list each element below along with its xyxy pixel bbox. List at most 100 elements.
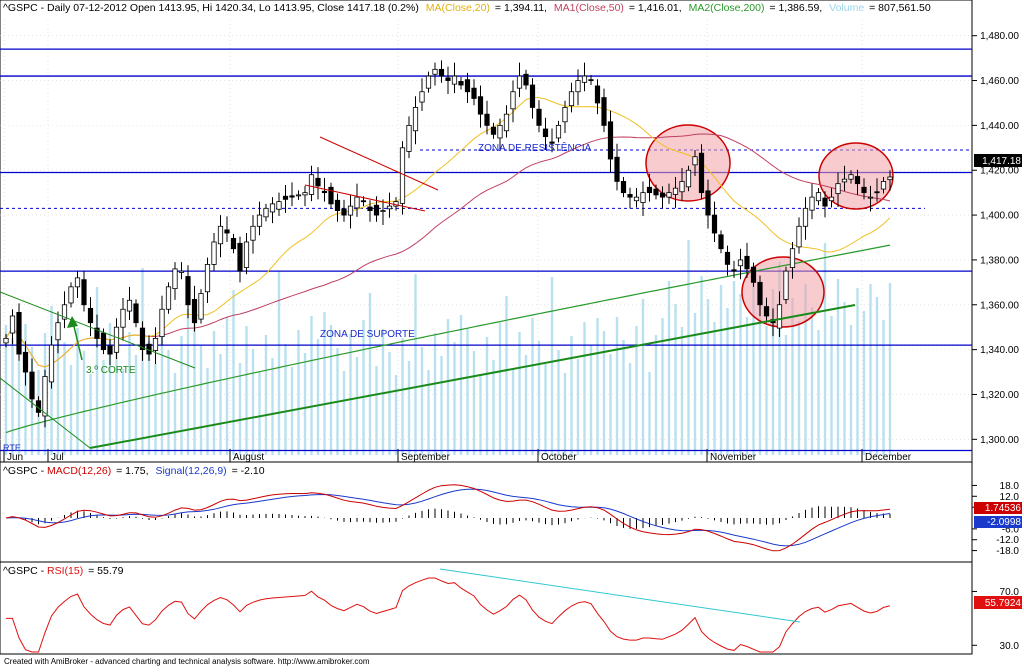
candle-body — [126, 299, 133, 312]
candle-body — [796, 225, 802, 248]
volume-bar — [427, 370, 430, 455]
candle-body — [880, 181, 887, 190]
price-scale-label: 1,360.00 — [980, 300, 1019, 311]
signal-tag-text: -2.0998 — [987, 517, 1021, 528]
candle-body — [321, 190, 328, 194]
resistance-zone-label: ZONA DE RESISTÊNCIA — [478, 141, 592, 154]
candle-body — [152, 338, 159, 351]
rsi-value: = 55.79 — [88, 565, 123, 577]
volume-bar — [420, 347, 424, 455]
volume-bar — [706, 299, 710, 455]
signal-tag — [974, 516, 1022, 528]
macd-label: MACD(12,26) — [47, 465, 111, 477]
volume-bar — [576, 359, 580, 455]
volume-bar — [414, 274, 417, 455]
rsi-scale-label: 70.0 — [1000, 587, 1020, 598]
month-label: December — [865, 452, 912, 463]
candle-body — [74, 277, 81, 288]
volume-bar — [537, 341, 541, 455]
ma50-line — [5, 133, 891, 368]
volume-bar — [258, 372, 261, 455]
candle-body — [217, 225, 224, 245]
macd-tag-text: 1.74536 — [985, 503, 1022, 514]
volume-bar — [661, 318, 664, 455]
volume-bar — [648, 372, 651, 455]
volume-bar — [466, 328, 469, 455]
candle-body — [841, 178, 848, 183]
candle-body — [503, 113, 510, 132]
candle-body — [42, 376, 48, 417]
candle-body — [399, 147, 406, 204]
candle-body — [477, 96, 484, 115]
candle-body — [497, 124, 503, 139]
volume-bar — [680, 327, 684, 455]
candle-body — [243, 241, 250, 268]
candle-body — [302, 192, 308, 196]
volume-bar — [563, 373, 567, 455]
volume-bar — [323, 312, 326, 455]
macd-scale-label: -12.0 — [996, 535, 1019, 546]
rsi-tag — [974, 596, 1022, 609]
rsi-header-symbol: ^GSPC - — [3, 565, 47, 577]
candle-body — [542, 128, 549, 137]
volume-bar — [518, 332, 521, 455]
volume-bar — [583, 322, 586, 455]
candle-body — [627, 194, 633, 198]
candle-body — [22, 351, 29, 373]
price-scale-label: 1,320.00 — [980, 390, 1019, 401]
candle-body — [594, 85, 601, 104]
ma20-label: MA(Close,20) — [426, 2, 490, 14]
macd-scale-label: 18.0 — [1000, 481, 1020, 492]
volume-bar — [849, 325, 853, 455]
ma200-label: MA2(Close,200) — [689, 2, 765, 14]
svg-text:^GSPC - MACD(12,26): ^GSPC - MACD(12,26) = 1.75, Signal(12,26… — [3, 465, 265, 477]
volume-bar — [778, 262, 781, 455]
candle-body — [432, 68, 438, 75]
volume-bar — [589, 345, 593, 455]
candle-body — [750, 266, 757, 283]
volume-bar — [394, 375, 398, 455]
volume-bar — [823, 243, 827, 455]
volume-bar — [349, 334, 352, 455]
candle-body — [230, 237, 237, 250]
macd-scale-label: -18.0 — [996, 546, 1019, 557]
candle-body — [276, 201, 282, 210]
candle-body — [620, 181, 627, 194]
volume-bar — [856, 288, 859, 455]
candle-body — [185, 276, 191, 306]
candle-body — [835, 183, 841, 194]
volume-bar — [102, 360, 105, 455]
candle-body — [256, 214, 263, 227]
volume-bar — [830, 316, 833, 455]
volume-bar — [498, 323, 502, 455]
candle-body — [282, 195, 289, 200]
volume-bar — [609, 354, 612, 455]
volume-bar — [238, 363, 242, 455]
candle-body — [744, 255, 750, 270]
volume-bar — [206, 368, 209, 455]
signal-label: Signal(12,26,9) — [155, 465, 226, 477]
macd-panel — [0, 461, 973, 563]
candle-body — [601, 97, 607, 126]
candle-body — [698, 152, 705, 194]
candle-body — [458, 81, 464, 86]
candle-body — [672, 187, 679, 195]
month-label: September — [401, 452, 451, 463]
candle-body — [198, 293, 204, 320]
candle-body — [633, 196, 640, 202]
price-scale-label: 1,380.00 — [980, 255, 1019, 266]
volume-bar — [115, 346, 118, 455]
candle-body — [783, 270, 789, 300]
candle-body — [406, 124, 412, 152]
volume-bar — [622, 340, 625, 455]
candle-body — [120, 308, 126, 328]
candle-body — [334, 199, 341, 211]
candle-body — [341, 208, 347, 216]
volume-bar — [121, 369, 125, 455]
candle-body — [211, 241, 217, 265]
volume-bar — [459, 315, 463, 455]
volume-bar — [771, 289, 775, 455]
macd-header-symbol: ^GSPC - — [3, 465, 47, 477]
candle-body — [94, 327, 100, 339]
candle-body — [802, 207, 809, 227]
